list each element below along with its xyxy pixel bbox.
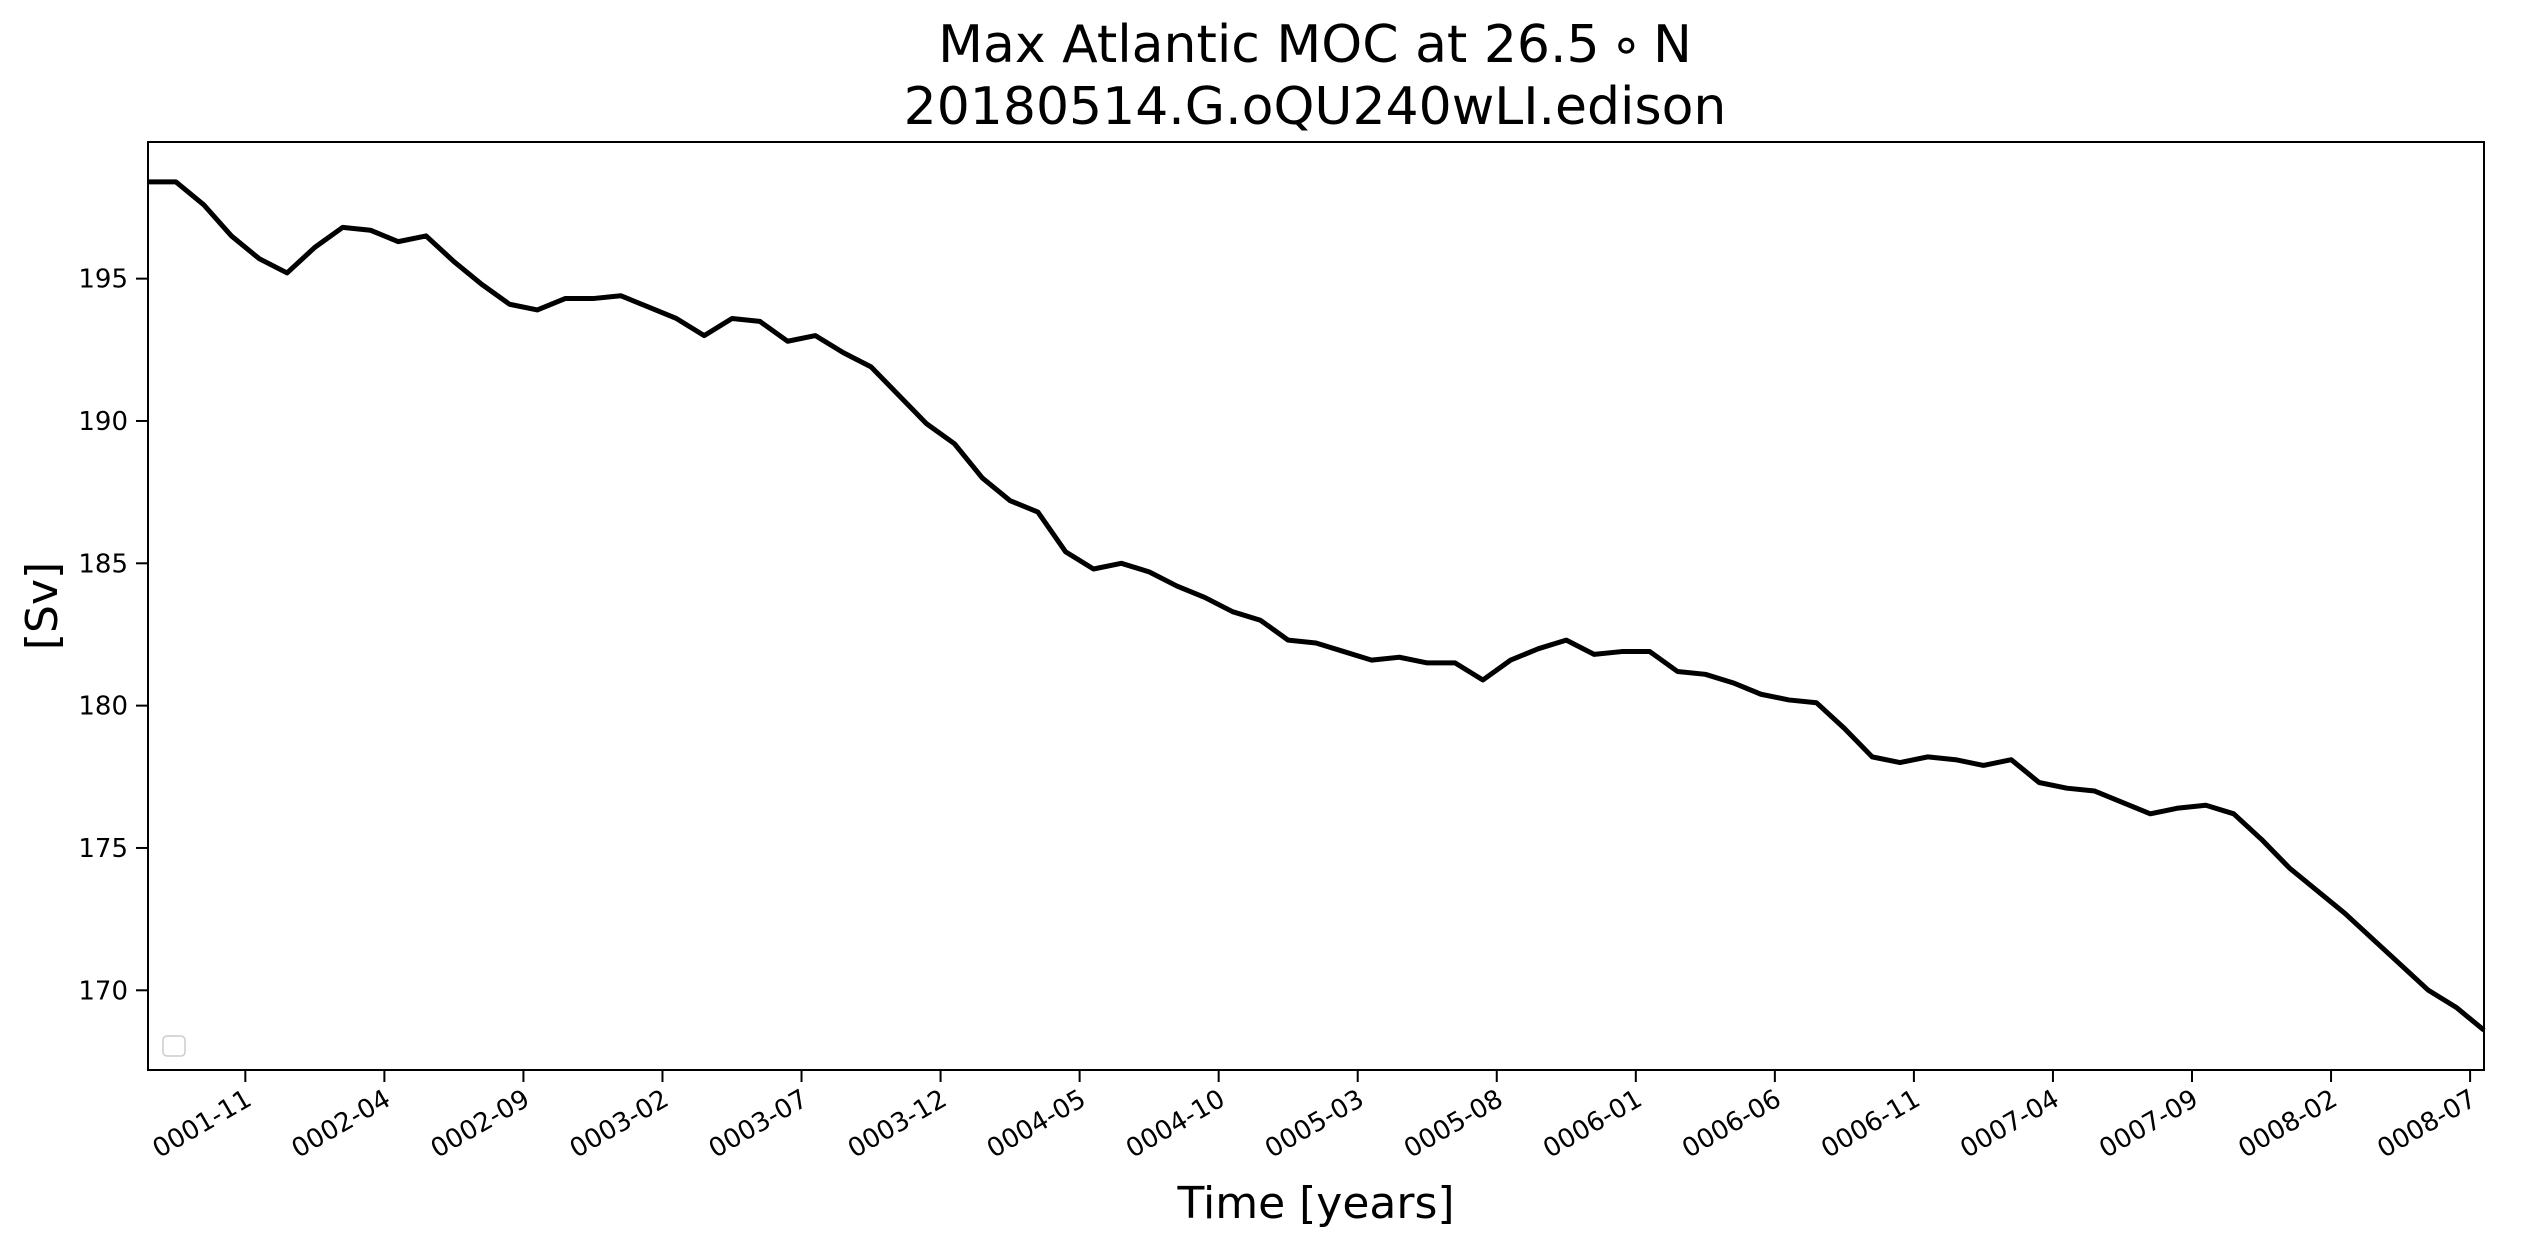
y-tick-label: 170	[78, 976, 128, 1006]
x-tick-label: 0008-07	[2373, 1084, 2482, 1164]
y-tick-label: 185	[78, 549, 128, 579]
chart-title: Max Atlantic MOC at 26.5 ∘ N	[938, 15, 1692, 75]
x-tick-label: 0002-04	[287, 1084, 396, 1164]
x-tick-label: 0003-02	[565, 1084, 674, 1164]
y-axis: 170 175 180 185 190 195	[78, 265, 148, 1006]
y-tick-label: 195	[78, 265, 128, 295]
legend-box	[162, 1035, 186, 1057]
x-tick-label: 0004-05	[982, 1084, 1091, 1164]
plot-frame	[147, 141, 2485, 1071]
chart-subtitle: 20180514.G.oQU240wLI.edison	[904, 77, 1727, 137]
x-tick-label: 0004-10	[1121, 1084, 1230, 1164]
x-tick-label: 0007-09	[2094, 1084, 2203, 1164]
plot-area	[148, 179, 2486, 1033]
x-axis-label: Time [years]	[1176, 1178, 1454, 1229]
x-tick-label: 0003-12	[843, 1084, 952, 1164]
x-tick-label: 0005-03	[1260, 1084, 1369, 1164]
x-tick-label: 0006-06	[1677, 1084, 1786, 1164]
x-tick-label: 0008-02	[2233, 1084, 2342, 1164]
x-tick-label: 0003-07	[704, 1084, 813, 1164]
x-tick-label: 0006-01	[1538, 1084, 1647, 1164]
series-line-0	[148, 179, 2486, 1033]
x-tick-label: 0007-04	[1955, 1084, 2064, 1164]
x-tick-label: 0002-09	[426, 1084, 535, 1164]
y-tick-label: 180	[78, 692, 128, 722]
y-axis-label: [Sv]	[17, 562, 68, 650]
y-tick-label: 175	[78, 834, 128, 864]
x-tick-label: 0001-11	[148, 1084, 257, 1164]
x-tick-label: 0005-08	[1399, 1084, 1508, 1164]
y-tick-label: 190	[78, 407, 128, 437]
x-axis: 0001-11 0002-04 0002-09 0003-02 0003-07 0003-…	[148, 1070, 2482, 1164]
x-tick-label: 0006-11	[1816, 1084, 1925, 1164]
